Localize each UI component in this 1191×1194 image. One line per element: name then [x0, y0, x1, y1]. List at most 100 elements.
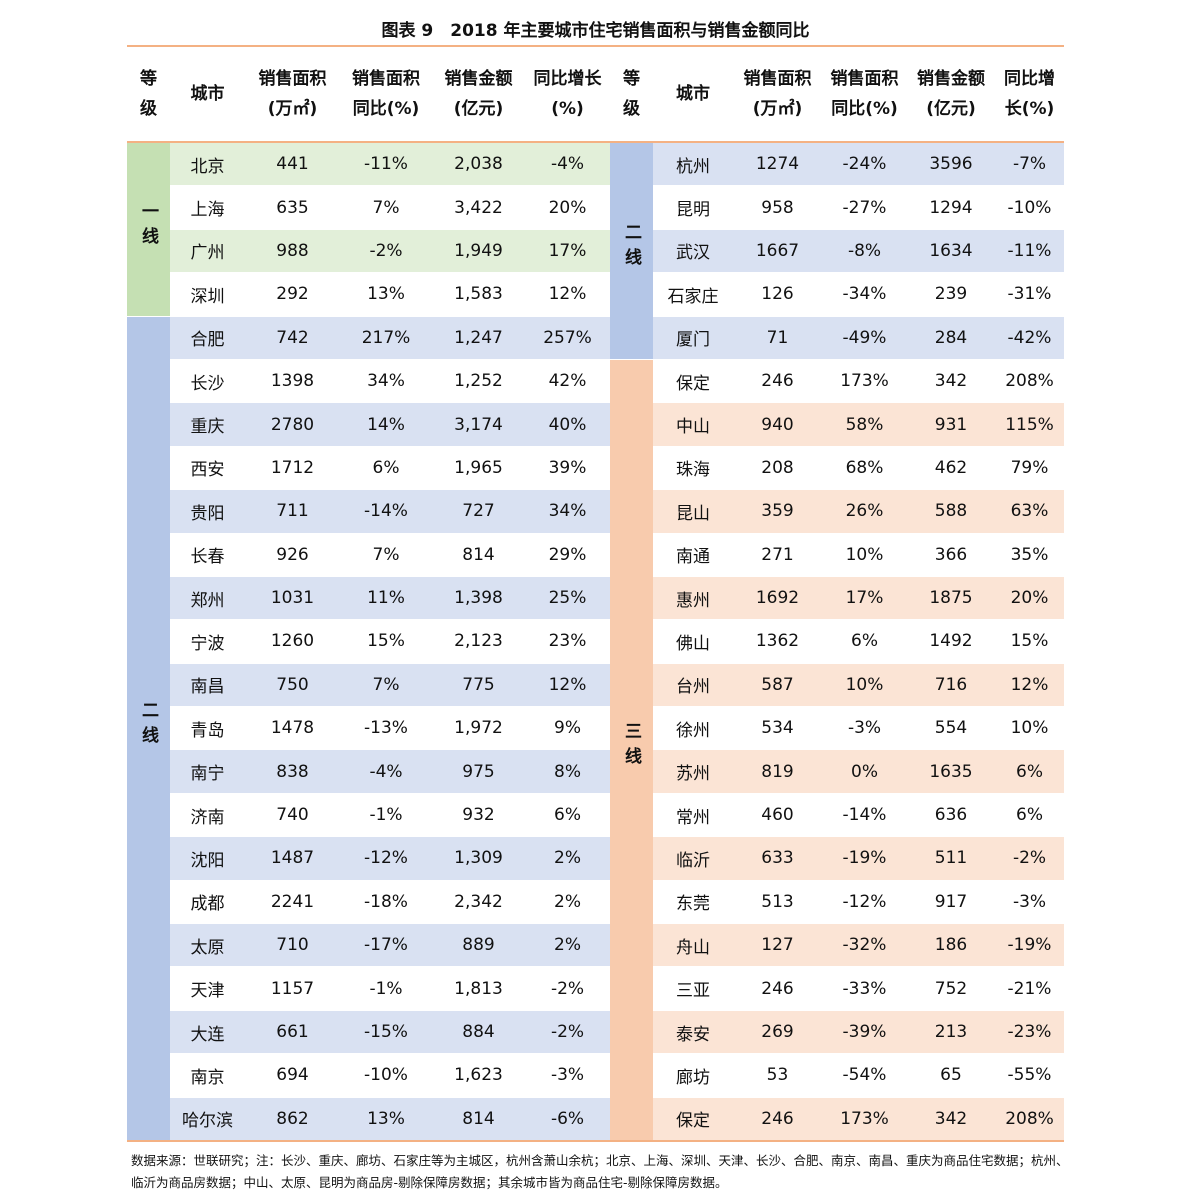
header-line: 销售金额: [444, 69, 513, 89]
value-cell: 39%: [525, 446, 610, 491]
value-cell: 14%: [340, 402, 432, 447]
table-row: 西安 1712 6% 1,965 39% 珠海 208 68% 462 79%: [127, 446, 1064, 491]
header-cell: 同比增长(%): [995, 46, 1064, 143]
value-cell: 511: [907, 836, 995, 881]
value-cell: -55%: [995, 1053, 1064, 1098]
city-cell: 昆明: [653, 185, 733, 230]
city-cell: 石家庄: [653, 272, 733, 317]
table-row: 济南 740 -1% 932 6% 常州 460 -14% 636 6%: [127, 793, 1064, 838]
value-cell: 10%: [995, 706, 1064, 751]
value-cell: 12%: [525, 272, 610, 317]
city-cell: 青岛: [170, 706, 245, 751]
value-cell: 58%: [822, 402, 907, 447]
city-cell: 南通: [653, 533, 733, 577]
value-cell: 269: [733, 1010, 822, 1055]
value-cell: 79%: [995, 446, 1064, 491]
value-cell: 889: [432, 923, 525, 968]
value-cell: -33%: [822, 966, 907, 1011]
value-cell: 775: [432, 663, 525, 708]
table-row: 沈阳 1487 -12% 1,309 2% 临沂 633 -19% 511 -2%: [127, 836, 1064, 881]
value-cell: 0%: [822, 749, 907, 794]
city-cell: 长春: [170, 533, 245, 577]
value-cell: -14%: [340, 489, 432, 534]
header-cell: 销售面积 同比(%): [340, 46, 432, 143]
table-row: 长春 926 7% 814 29% 南通 271 10% 366 35%: [127, 533, 1064, 577]
header-line: 同比增: [1004, 69, 1055, 89]
value-cell: -1%: [340, 966, 432, 1011]
data-table: 等级城市 销售面积 (万㎡) 销售面积 同比(%) 销售金额 (亿元) 同比增长 (%) 等级城市…: [127, 45, 1064, 1142]
header-cell: 销售金额 (亿元): [432, 46, 525, 143]
value-cell: 213: [907, 1010, 995, 1055]
value-cell: 26%: [822, 489, 907, 534]
value-cell: 10%: [822, 533, 907, 577]
value-cell: 441: [245, 142, 340, 187]
value-cell: 208%: [995, 359, 1064, 404]
value-cell: 1635: [907, 749, 995, 794]
value-cell: 208%: [995, 1097, 1064, 1142]
value-cell: 17%: [822, 576, 907, 621]
header-line: 销售面积: [352, 69, 420, 89]
header-cell: 等级: [127, 46, 170, 143]
table-row: 太原 710 -17% 889 2% 舟山 127 -32% 186 -19%: [127, 923, 1064, 968]
header-line: 等: [623, 69, 640, 89]
value-cell: -13%: [340, 706, 432, 751]
value-cell: -24%: [822, 142, 907, 187]
value-cell: 932: [432, 793, 525, 838]
city-cell: 西安: [170, 446, 245, 491]
value-cell: 917: [907, 880, 995, 925]
header-line: (万㎡): [752, 99, 803, 119]
header-line: 城市: [190, 84, 225, 104]
value-cell: 1,309: [432, 836, 525, 881]
value-cell: 292: [245, 272, 340, 317]
value-cell: 958: [733, 185, 822, 230]
city-cell: 贵阳: [170, 489, 245, 534]
value-cell: 9%: [525, 706, 610, 751]
value-cell: 25%: [525, 576, 610, 621]
value-cell: 17%: [525, 229, 610, 274]
table-body: 一线 北京 441 -11% 2,038 -4% 二线 杭州 1274 -24% 3596 -7% 上海…: [127, 142, 1064, 1142]
value-cell: -6%: [525, 1097, 610, 1142]
city-cell: 台州: [653, 663, 733, 708]
city-cell: 太原: [170, 923, 245, 968]
value-cell: -4%: [340, 749, 432, 794]
value-cell: 1398: [245, 359, 340, 404]
value-cell: 1492: [907, 619, 995, 664]
value-cell: 1667: [733, 229, 822, 274]
value-cell: 34%: [340, 359, 432, 404]
value-cell: -10%: [995, 185, 1064, 230]
value-cell: 6%: [525, 793, 610, 838]
value-cell: -2%: [995, 836, 1064, 881]
header-cell: 城市: [653, 46, 733, 143]
value-cell: -54%: [822, 1053, 907, 1098]
header-line: (%): [551, 99, 584, 119]
city-cell: 临沂: [653, 836, 733, 881]
value-cell: 588: [907, 489, 995, 534]
value-cell: 20%: [995, 576, 1064, 621]
value-cell: -2%: [525, 1010, 610, 1055]
table-row: 大连 661 -15% 884 -2% 泰安 269 -39% 213 -23%: [127, 1010, 1064, 1055]
value-cell: -49%: [822, 316, 907, 360]
city-cell: 天津: [170, 966, 245, 1011]
value-cell: -21%: [995, 966, 1064, 1011]
value-cell: 13%: [340, 272, 432, 317]
value-cell: 257%: [525, 316, 610, 360]
table-row: 上海 635 7% 3,422 20% 昆明 958 -27% 1294 -10%: [127, 185, 1064, 230]
value-cell: 1,623: [432, 1053, 525, 1098]
value-cell: 988: [245, 229, 340, 274]
value-cell: 2%: [525, 880, 610, 925]
value-cell: -2%: [525, 966, 610, 1011]
value-cell: 740: [245, 793, 340, 838]
city-cell: 舟山: [653, 923, 733, 968]
value-cell: 2,123: [432, 619, 525, 664]
value-cell: 173%: [822, 359, 907, 404]
value-cell: -31%: [995, 272, 1064, 317]
table-row: 宁波 1260 15% 2,123 23% 佛山 1362 6% 1492 15%: [127, 619, 1064, 664]
header-line: 销售金额: [917, 69, 985, 89]
value-cell: 239: [907, 272, 995, 317]
value-cell: 1,398: [432, 576, 525, 621]
value-cell: -2%: [340, 229, 432, 274]
value-cell: 1478: [245, 706, 340, 751]
table-row: 贵阳 711 -14% 727 34% 昆山 359 26% 588 63%: [127, 489, 1064, 534]
value-cell: -14%: [822, 793, 907, 838]
